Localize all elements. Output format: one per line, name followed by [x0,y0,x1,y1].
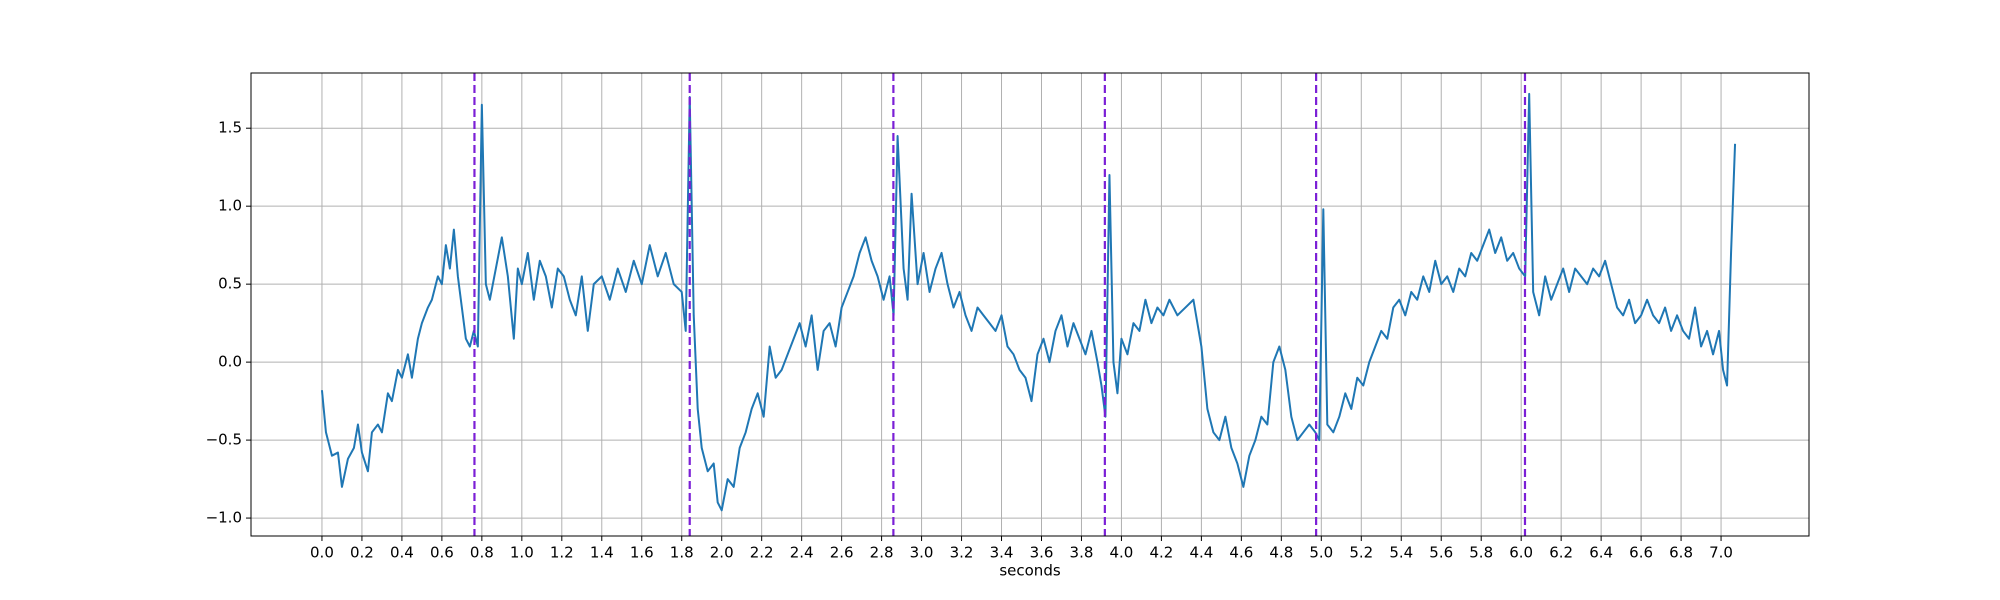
x-tick-label: 0.4 [390,544,414,562]
y-tick-label: −1.0 [206,509,242,527]
signal-line [320,92,1737,512]
x-tick-label: 0.0 [310,544,334,562]
x-tick-label: 1.8 [670,544,694,562]
x-tick-label: 4.4 [1189,544,1213,562]
y-tick-label: 0.0 [218,353,242,371]
x-tick-label: 4.2 [1149,544,1173,562]
x-tick-label: 5.0 [1309,544,1333,562]
x-tick-label: 2.4 [790,544,814,562]
x-tick-label: 3.0 [910,544,934,562]
x-tick-label: 0.6 [430,544,454,562]
x-axis-label: seconds [999,562,1060,580]
x-tick-label: 1.6 [630,544,654,562]
x-tick-label: 4.6 [1229,544,1253,562]
x-tick-label: 4.0 [1110,544,1134,562]
x-tick-label: 3.6 [1030,544,1054,562]
x-tick-label: 3.8 [1070,544,1094,562]
x-tick-label: 6.0 [1509,544,1533,562]
x-tick-label: 3.4 [990,544,1014,562]
x-tick-label: 5.6 [1429,544,1453,562]
x-tick-label: 2.8 [870,544,894,562]
x-tick-label: 6.4 [1589,544,1613,562]
x-tick-label: 1.4 [590,544,614,562]
x-tick-label: 2.0 [710,544,734,562]
x-tick-label: 2.2 [750,544,774,562]
y-tick-label: 0.5 [218,275,242,293]
x-tick-label: 2.6 [830,544,854,562]
x-tick-label: 1.2 [550,544,574,562]
x-tick-label: 5.2 [1349,544,1373,562]
x-tick-label: 5.8 [1469,544,1493,562]
x-tick-label: 3.2 [950,544,974,562]
x-tick-label: 6.2 [1549,544,1573,562]
plot-frame [250,72,1810,537]
x-tick-label: 0.8 [470,544,494,562]
x-tick-label: 1.0 [510,544,534,562]
y-tick-label: 1.0 [218,197,242,215]
x-tick-label: 6.8 [1669,544,1693,562]
x-tick-label: 5.4 [1389,544,1413,562]
x-tick-label: 0.2 [350,544,374,562]
x-tick-label: 4.8 [1269,544,1293,562]
y-tick-label: 1.5 [218,119,242,137]
x-tick-label: 7.0 [1709,544,1733,562]
x-tick-label: 6.6 [1629,544,1653,562]
y-tick-label: −0.5 [206,431,242,449]
